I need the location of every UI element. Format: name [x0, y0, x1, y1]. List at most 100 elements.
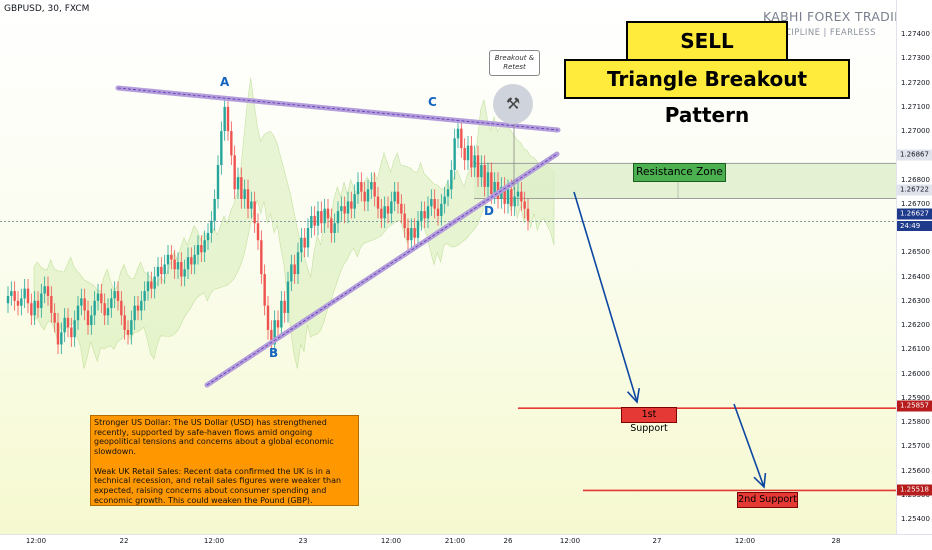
candle-body [310, 215, 313, 229]
candle-body [93, 300, 96, 316]
time-tick: 28 [831, 537, 841, 545]
time-tick: 12:00 [203, 537, 225, 545]
candle-body [73, 320, 76, 338]
time-tick: 12:00 [734, 537, 756, 545]
candle-body [260, 240, 263, 275]
lower-trendline [204, 151, 560, 388]
support-1-badge: 1.25857 [897, 400, 932, 412]
candle-body [476, 155, 480, 178]
candle-body [433, 198, 436, 209]
candle-body [233, 155, 236, 190]
candle-body [136, 305, 140, 311]
candle-body [210, 220, 213, 233]
candle-body [516, 191, 520, 197]
candle-body [523, 201, 526, 209]
candle-body [383, 206, 386, 219]
price-tick: 1.25900 [901, 393, 930, 402]
candle-body [30, 303, 33, 316]
candle-body [123, 315, 126, 330]
candle-body [340, 206, 343, 212]
candle-body [510, 189, 513, 207]
candle-body [363, 191, 366, 202]
brand-name: KABHI FOREX TRADING [763, 9, 914, 24]
candle-body [203, 240, 206, 253]
candle-body [460, 128, 463, 149]
candle-body [180, 262, 183, 277]
resistance-bottom-badge: 1.26722 [897, 184, 932, 196]
candle-body [113, 291, 116, 299]
candle-body [290, 264, 293, 282]
callout-line-1: Breakout & [494, 54, 535, 62]
resistance-top-badge: 1.26867 [897, 149, 932, 161]
candle-body [220, 131, 223, 166]
price-tick: 1.26500 [901, 248, 930, 257]
candle-body [400, 203, 403, 214]
headline-pattern: Triangle Breakout Pattern [564, 59, 850, 127]
candle-body [223, 106, 226, 132]
candle-body [520, 191, 523, 202]
candle-body [150, 281, 153, 289]
candle-body [143, 291, 146, 301]
candle-body [213, 198, 216, 221]
candle-body [376, 196, 380, 209]
candle-body [463, 148, 466, 161]
candle-body [300, 237, 303, 253]
point-c-label: C [428, 95, 437, 109]
candle-body [240, 177, 243, 199]
candle-body [276, 320, 280, 328]
candle-body [160, 266, 163, 275]
price-tick: 1.27000 [901, 127, 930, 136]
candle-body [436, 208, 440, 216]
headline-sell: SELL GBP/USD [626, 21, 788, 89]
candle-body [43, 286, 46, 294]
candle-body [306, 228, 310, 248]
candle-body [453, 138, 456, 170]
price-tick: 1.26200 [901, 321, 930, 330]
candle-body [173, 259, 176, 270]
price-tick: 1.27100 [901, 102, 930, 111]
candle-body [96, 293, 100, 301]
support-2-badge: 1.25518 [897, 484, 932, 496]
candle-body [90, 315, 93, 326]
candle-body [66, 317, 70, 328]
candle-body [116, 291, 120, 301]
price-axis[interactable] [896, 0, 932, 534]
time-tick: 26 [503, 537, 513, 545]
time-axis[interactable] [0, 534, 932, 550]
candle-body [103, 303, 106, 316]
time-tick: 23 [298, 537, 308, 545]
candle-body [313, 215, 316, 226]
candle-body [206, 232, 210, 241]
price-tick: 1.27300 [901, 54, 930, 63]
candle-body [506, 189, 510, 204]
price-tick: 1.25800 [901, 418, 930, 427]
price-tick: 1.26800 [901, 175, 930, 184]
candle-body [40, 293, 43, 309]
candle-body [83, 298, 86, 311]
candle-body [63, 317, 66, 333]
candle-body [466, 145, 470, 161]
candle-body [396, 191, 400, 204]
candle-body [60, 332, 63, 345]
candle-body [430, 198, 433, 207]
candle-body [410, 228, 413, 241]
candle-body [323, 208, 326, 224]
candle-body [193, 254, 196, 265]
candle-body [100, 293, 103, 304]
candle-body [243, 189, 246, 199]
point-d-label: D [484, 204, 494, 218]
candle-body [286, 281, 290, 313]
candle-body [216, 165, 220, 199]
candle-body [366, 189, 370, 202]
candle-body [56, 322, 60, 345]
candle-body [20, 298, 23, 306]
candle-body [266, 305, 270, 330]
candle-body [53, 312, 56, 323]
candle-body [296, 252, 300, 275]
candle-body [483, 165, 486, 187]
candle-body [416, 220, 420, 238]
candle-body [256, 223, 260, 241]
candle-body [76, 305, 80, 321]
candle-body [236, 177, 240, 190]
